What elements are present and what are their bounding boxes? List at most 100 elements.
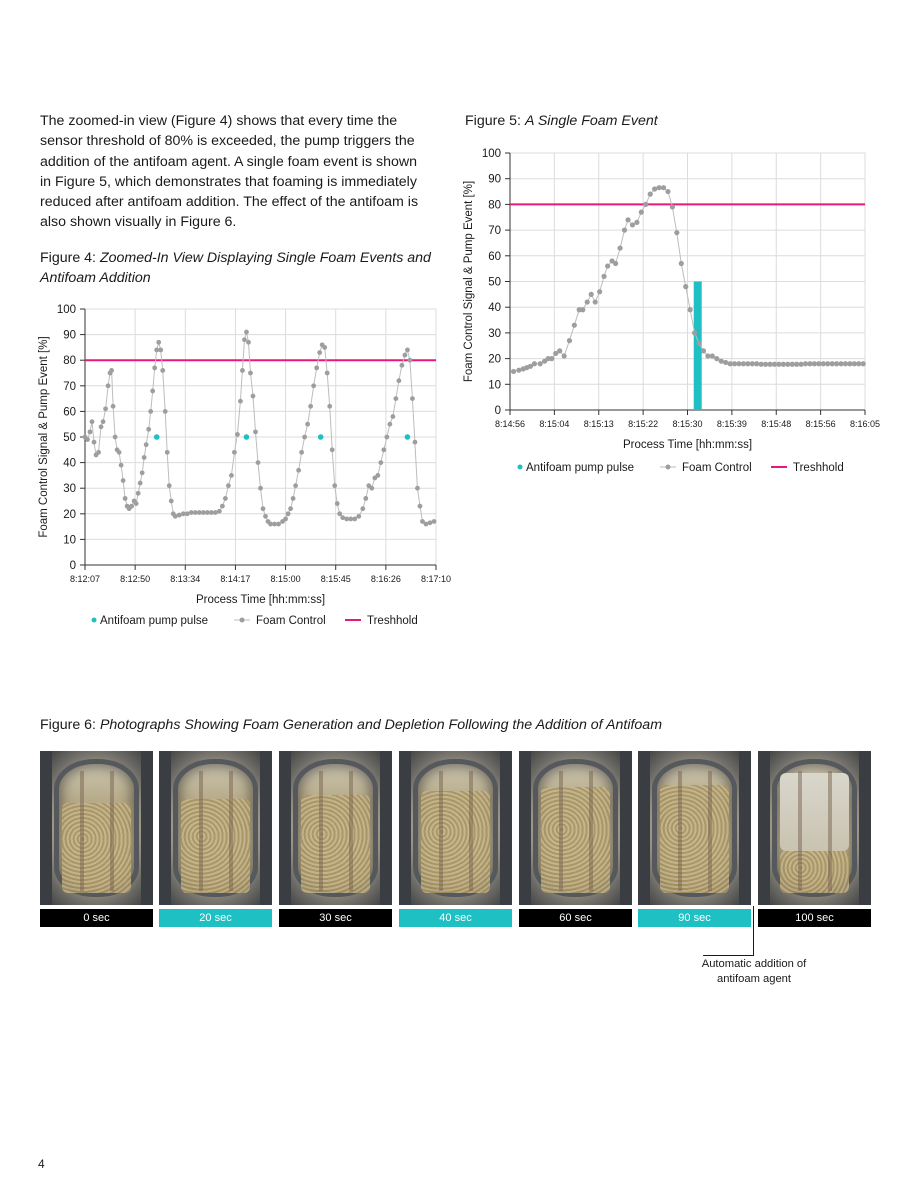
foam-control-point [184, 511, 190, 517]
y-tick-label: 10 [488, 379, 501, 391]
foam-control-point [235, 432, 240, 437]
intro-paragraph: The zoomed-in view (Figure 4) shows that… [40, 113, 419, 231]
foam-control-point [847, 361, 853, 367]
foam-control-point [348, 516, 354, 522]
foam-control-point [172, 513, 178, 519]
foam-control-point [200, 510, 206, 515]
legend-pulse-label: Antifoam pump pulse [526, 462, 634, 474]
foam-control-point [375, 473, 381, 478]
foam-control-point [387, 421, 393, 427]
foam-control-point [248, 370, 253, 376]
probe-rod [439, 771, 443, 891]
foam-control-point [139, 470, 145, 476]
legend-foam-label: Foam Control [256, 615, 326, 627]
figure-4-title: Zoomed-In View Displaying Single Foam Ev… [40, 250, 431, 287]
foam-control-point [305, 421, 311, 427]
legend-threshold-label: Treshhold [367, 615, 418, 627]
foam-control-point [789, 361, 795, 367]
foam-control-point [798, 361, 804, 367]
bioreactor-photo [279, 751, 392, 905]
foam-layer [421, 791, 490, 893]
foam-control-point [566, 338, 573, 344]
antifoam-pump-bar [693, 281, 702, 410]
foam-control-point [643, 201, 649, 207]
foam-control-point [740, 361, 747, 367]
figure-6-title: Photographs Showing Foam Generation and … [99, 717, 663, 733]
foam-control-point [621, 227, 628, 233]
foam-control-point [669, 204, 676, 210]
y-tick-label: 60 [488, 251, 501, 263]
foam-control-point [122, 496, 128, 501]
foam-control-point [288, 506, 293, 512]
foam-control-point [537, 361, 543, 367]
foam-control-point [605, 263, 611, 269]
foam-control-point [272, 521, 277, 527]
foam-control-point [250, 393, 256, 399]
bioreactor-photo [519, 751, 632, 905]
foam-control-point [531, 361, 538, 367]
foam-control-point [290, 496, 296, 501]
foam-control-point [352, 516, 358, 522]
foam-control-point [378, 460, 384, 465]
vessel-frame-right [739, 751, 751, 905]
photo-frame: 60 sec [519, 751, 632, 931]
foam-control-point [399, 362, 405, 368]
foam-control-point [709, 353, 715, 359]
foam-control-point [723, 359, 729, 366]
vessel-frame-right [859, 751, 871, 905]
foam-control-point [771, 361, 778, 367]
y-tick-label: 30 [488, 328, 501, 340]
vessel-frame-right [260, 751, 272, 905]
foam-control-point [87, 429, 93, 435]
figure-6-caption: Figure 6: Photographs Showing Foam Gener… [40, 715, 880, 735]
foam-layer [660, 785, 729, 893]
foam-control-point [91, 439, 97, 445]
foam-control-point [356, 513, 362, 519]
foam-control-point [860, 361, 866, 367]
foam-control-point [116, 449, 122, 455]
foam-control-point [584, 299, 590, 305]
legend-threshold-label: Treshhold [793, 462, 844, 474]
foam-control-series-line [513, 187, 864, 372]
foam-layer [301, 795, 370, 893]
probe-rod [828, 771, 832, 891]
foam-control-point [317, 350, 323, 355]
foam-control-point [96, 449, 101, 455]
y-tick-label: 70 [63, 381, 76, 393]
foam-control-point [557, 348, 563, 354]
foam-control-point [268, 521, 273, 527]
y-tick-label: 40 [63, 458, 76, 470]
foam-control-point [89, 419, 95, 425]
x-tick-label: 8:17:10 [421, 574, 451, 584]
foam-control-point [242, 337, 247, 343]
time-label: 30 sec [279, 909, 392, 927]
foam-control-point [553, 350, 559, 357]
foam-control-point [705, 353, 711, 359]
foam-control-point [160, 368, 166, 373]
foam-control-point [597, 289, 603, 295]
antifoam-pulse-point [317, 434, 324, 440]
foam-control-point [754, 361, 760, 367]
foam-control-point [660, 185, 667, 191]
foam-control-point [223, 496, 228, 501]
x-axis-title: Process Time [hh:mm:ss] [623, 439, 752, 451]
foam-control-point [129, 503, 135, 509]
foam-control-point [431, 519, 437, 524]
y-tick-label: 100 [57, 304, 76, 316]
x-tick-label: 8:15:45 [321, 574, 351, 584]
foam-control-point [763, 361, 769, 367]
foam-control-point [745, 361, 751, 367]
foam-control-point [283, 516, 288, 522]
foam-layer [62, 803, 131, 893]
foam-control-point [638, 209, 644, 215]
foam-control-point [816, 361, 822, 367]
figure-5-chart: 0 10 20 30 40 50 60 70 80 90 100 8:14:56 8:15:04 8:15… [463, 148, 880, 474]
probe-rod [678, 771, 682, 891]
foam-control-point [276, 521, 281, 527]
foam-control-point [727, 361, 733, 367]
x-tick-label: 8:15:39 [717, 419, 747, 429]
foam-control-point [120, 478, 126, 483]
foam-control-point [384, 434, 390, 440]
foam-control-point [141, 455, 147, 460]
probe-rod [349, 771, 353, 891]
